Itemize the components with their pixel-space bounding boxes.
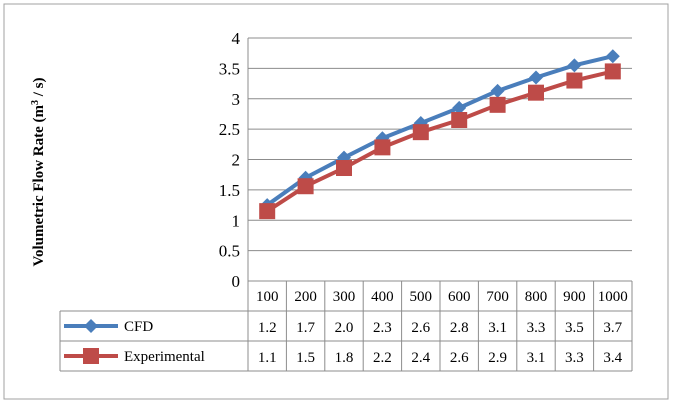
table-value: 2.4	[411, 350, 430, 366]
table-value: 2.2	[373, 350, 392, 366]
table-value: 3.4	[603, 350, 622, 366]
x-category-label: 1000	[598, 289, 628, 305]
table-value: 2.6	[411, 320, 430, 336]
data-point-diamond	[567, 58, 582, 73]
table-value: 3.3	[565, 350, 584, 366]
x-category-label: 100	[256, 289, 279, 305]
y-tick-label: 0.5	[219, 242, 240, 261]
data-point-diamond	[490, 83, 505, 98]
data-point-square	[566, 72, 583, 89]
x-category-label: 800	[525, 289, 548, 305]
data-table: 100 200 300 400 500 600 700 800 900 1000 CFD 1.2 1.7…	[59, 38, 633, 372]
chart-frame	[3, 3, 669, 400]
table-value: 1.5	[296, 350, 315, 366]
y-tick-label: 3	[232, 90, 241, 109]
x-category-label: 300	[333, 289, 356, 305]
table-value: 1.1	[258, 350, 277, 366]
table-value: 3.1	[527, 350, 546, 366]
legend-series-name: Experimental	[124, 349, 205, 365]
x-category-label: 900	[563, 289, 586, 305]
table-value: 3.3	[527, 320, 546, 336]
table-value: 2.0	[335, 320, 354, 336]
y-axis-ticks: 0 0.5 1 1.5 2 2.5 3 3.5 4	[219, 29, 241, 291]
data-point-square	[412, 124, 429, 141]
y-tick-label: 1	[232, 211, 241, 230]
table-value: 3.7	[603, 320, 622, 336]
data-point-square	[336, 160, 352, 177]
x-category-label: 500	[410, 289, 433, 305]
y-tick-label: 1.5	[219, 181, 240, 200]
data-point-square	[604, 63, 621, 80]
data-point-square	[374, 139, 391, 156]
x-category-label: 700	[486, 289, 509, 305]
data-point-square	[451, 112, 468, 129]
x-category-label: 600	[448, 289, 471, 305]
legend-series-name: CFD	[124, 319, 153, 335]
data-point-diamond	[529, 70, 543, 85]
y-tick-label: 4	[232, 29, 241, 48]
y-tick-label: 3.5	[219, 59, 240, 78]
x-category-label: 400	[371, 289, 394, 305]
y-tick-label: 2.5	[219, 120, 240, 139]
data-point-diamond	[605, 49, 620, 64]
data-point-square	[297, 178, 314, 195]
y-axis-label: Volumetric Flow Rate (m3 / s)	[30, 78, 47, 267]
x-category-label: 200	[294, 289, 317, 305]
table-value: 1.7	[296, 320, 315, 336]
data-point-diamond	[452, 100, 467, 115]
table-value: 2.3	[373, 320, 392, 336]
table-value: 3.1	[488, 320, 507, 336]
table-value: 3.5	[565, 320, 584, 336]
data-point-square	[528, 84, 544, 101]
plot-area	[259, 49, 621, 220]
legend-marker-diamond	[84, 319, 98, 333]
table-value: 1.2	[258, 320, 277, 336]
series-line	[266, 54, 614, 207]
y-tick-label: 0	[232, 272, 241, 291]
series-line	[266, 69, 614, 213]
table-value: 2.8	[450, 320, 469, 336]
data-point-square	[489, 96, 506, 113]
data-point-square	[259, 203, 276, 220]
table-value: 2.9	[488, 350, 507, 366]
legend-marker-square	[83, 348, 99, 364]
table-value: 2.6	[450, 350, 469, 366]
y-tick-label: 2	[232, 151, 241, 170]
table-value: 1.8	[335, 350, 354, 366]
